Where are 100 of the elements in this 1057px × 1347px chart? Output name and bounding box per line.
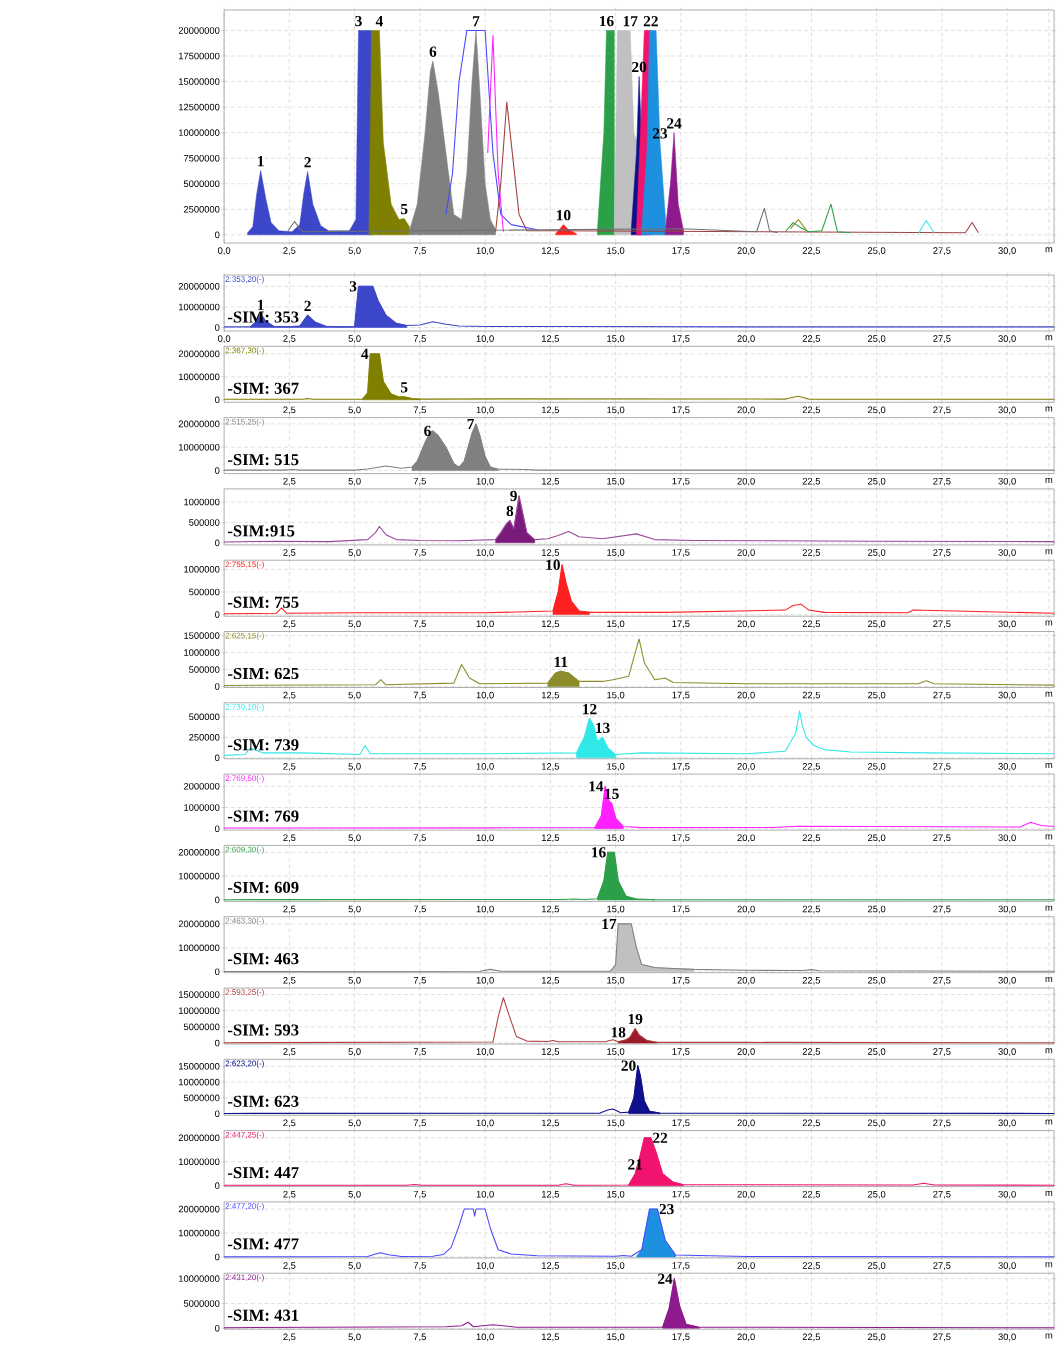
x-tick-label: 5,0 xyxy=(348,1190,361,1199)
x-tick-label: 17,5 xyxy=(672,406,690,415)
x-tick-label: 7,5 xyxy=(413,1119,426,1128)
x-tick-label: 27,5 xyxy=(933,1333,951,1342)
x-tick-label: 5,0 xyxy=(348,247,361,255)
x-tick-label: 5,0 xyxy=(348,691,361,700)
y-tick-label: 1000000 xyxy=(184,649,220,656)
y-tick-label: 20000000 xyxy=(178,920,220,928)
annotation: -SIM:915 xyxy=(228,525,295,537)
chart-subtitle: 2:609,30(-) xyxy=(225,846,264,854)
x-tick-label: 15,0 xyxy=(607,691,625,700)
chart-subtitle: 2:463,30(-) xyxy=(225,917,264,926)
x-tick-label: 7,5 xyxy=(413,620,426,629)
x-tick-label: 22,5 xyxy=(802,406,821,415)
x-tick-label: 15,0 xyxy=(607,406,625,415)
x-tick-label: 7,5 xyxy=(413,406,426,415)
y-tick-label: 0 xyxy=(215,467,220,474)
x-tick-label: 30,0 xyxy=(998,691,1016,700)
annotation: 16 xyxy=(600,15,614,27)
chart-subtitle: 2:755,15(-) xyxy=(225,561,264,569)
chart-subtitle: 2:367,30(-) xyxy=(225,347,264,355)
annotation: 8 xyxy=(506,505,514,517)
x-tick-label: m xyxy=(1045,905,1053,911)
y-tick-label: 1000000 xyxy=(184,498,220,506)
x-tick-label: 7,5 xyxy=(413,763,426,771)
x-tick-label: 7,5 xyxy=(413,477,426,486)
x-tick-label: 2,5 xyxy=(283,763,296,771)
x-tick-label: 12,5 xyxy=(542,549,560,557)
x-tick-label: 30,0 xyxy=(998,763,1016,771)
x-tick-label: 25,0 xyxy=(868,691,886,700)
annotation: 17 xyxy=(623,16,638,27)
y-tick-label: 0 xyxy=(215,754,220,762)
x-tick-label: 15,0 xyxy=(607,247,625,255)
x-tick-label: 5,0 xyxy=(348,477,361,486)
x-tick-label: 5,0 xyxy=(348,905,361,914)
y-tick-label: 10000000 xyxy=(179,1078,220,1086)
x-tick-label: 27,5 xyxy=(933,1048,951,1056)
x-tick-label: 15,0 xyxy=(607,905,625,914)
annotation: 6 xyxy=(429,46,437,57)
x-tick-label: 20,0 xyxy=(737,905,755,914)
chart-subtitle: 2:623,20(-) xyxy=(225,1060,264,1068)
x-tick-label: 15,0 xyxy=(607,477,625,486)
x-tick-label: 2,5 xyxy=(283,976,296,985)
annotation: -SIM: 463 xyxy=(228,953,299,965)
x-tick-label: 17,5 xyxy=(672,905,690,914)
x-tick-label: 12,5 xyxy=(542,335,560,343)
x-tick-label: m xyxy=(1045,477,1053,483)
x-tick-label: 5,0 xyxy=(348,1048,361,1056)
x-tick-label: 5,0 xyxy=(348,335,361,343)
x-tick-label: 30,0 xyxy=(998,1048,1016,1056)
y-tick-label: 0 xyxy=(215,825,220,832)
x-tick-label: 17,5 xyxy=(672,620,690,629)
x-tick-label: 10,0 xyxy=(476,1262,494,1270)
x-tick-label: 10,0 xyxy=(476,247,494,255)
x-tick-label: 7,5 xyxy=(413,834,426,842)
x-tick-label: 7,5 xyxy=(413,1333,426,1342)
x-tick-label: 15,0 xyxy=(607,1333,625,1342)
y-tick-label: 10000000 xyxy=(179,872,220,880)
x-tick-label: m xyxy=(1045,1048,1053,1054)
x-tick-label: 30,0 xyxy=(998,1190,1016,1199)
x-tick-label: 12,5 xyxy=(542,1048,560,1056)
y-tick-label: 500000 xyxy=(189,713,220,721)
x-tick-label: 12,5 xyxy=(542,1262,560,1270)
y-tick-label: 10000000 xyxy=(179,443,220,451)
x-tick-label: 2,5 xyxy=(283,1048,296,1056)
x-tick-label: 5,0 xyxy=(348,1262,361,1270)
x-tick-label: 22,5 xyxy=(802,1190,821,1199)
x-tick-label: 20,0 xyxy=(737,1048,755,1056)
x-tick-label: 27,5 xyxy=(933,1119,951,1128)
x-tick-label: 22,5 xyxy=(802,1119,821,1128)
x-tick-label: 27,5 xyxy=(933,335,951,343)
x-tick-label: 30,0 xyxy=(998,1119,1016,1128)
annotation: 1 xyxy=(258,299,264,310)
x-tick-label: 10,0 xyxy=(476,834,494,843)
x-tick-label: 17,5 xyxy=(672,247,690,255)
x-tick-label: 17,5 xyxy=(672,477,690,486)
annotation: 22 xyxy=(643,16,658,27)
y-tick-label: 15000000 xyxy=(179,78,220,85)
annotation: -SIM: 367 xyxy=(228,382,299,394)
x-tick-label: 2,5 xyxy=(283,691,296,700)
x-tick-label: 25,0 xyxy=(868,406,886,415)
annotation: -SIM: 625 xyxy=(228,667,299,680)
x-tick-label: 12,5 xyxy=(542,691,560,700)
x-tick-label: 27,5 xyxy=(933,1190,951,1199)
x-tick-label: m xyxy=(1045,549,1053,555)
x-tick-label: 2,5 xyxy=(283,834,296,843)
y-tick-label: 0 xyxy=(215,896,220,904)
x-tick-label: 20,0 xyxy=(737,620,755,629)
y-tick-label: 5000000 xyxy=(183,1094,220,1102)
x-tick-label: 22,5 xyxy=(802,976,821,985)
annotation: 12 xyxy=(583,704,597,715)
x-tick-label: 5,0 xyxy=(348,620,361,629)
x-tick-label: 0,0 xyxy=(218,335,231,343)
x-tick-label: 20,0 xyxy=(737,406,755,415)
x-tick-label: 15,0 xyxy=(607,1262,625,1270)
x-tick-label: 15,0 xyxy=(607,620,625,629)
x-tick-label: 22,5 xyxy=(802,691,821,700)
y-tick-label: 20000000 xyxy=(178,849,220,856)
y-tick-label: 500000 xyxy=(189,519,220,526)
annotation: 10 xyxy=(557,210,571,221)
